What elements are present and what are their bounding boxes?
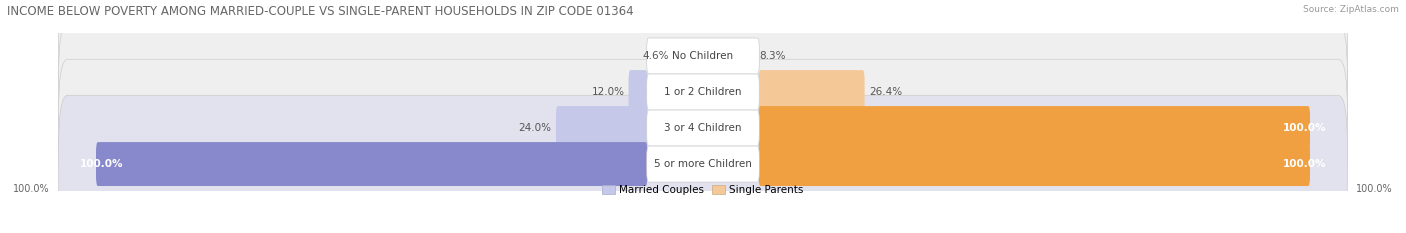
Text: 100.0%: 100.0% [80, 159, 124, 169]
FancyBboxPatch shape [759, 106, 1310, 150]
Text: INCOME BELOW POVERTY AMONG MARRIED-COUPLE VS SINGLE-PARENT HOUSEHOLDS IN ZIP COD: INCOME BELOW POVERTY AMONG MARRIED-COUPL… [7, 5, 634, 18]
Text: 24.0%: 24.0% [519, 123, 551, 133]
Text: No Children: No Children [672, 51, 734, 61]
Text: Source: ZipAtlas.com: Source: ZipAtlas.com [1303, 5, 1399, 14]
FancyBboxPatch shape [647, 74, 759, 110]
Text: 100.0%: 100.0% [1357, 184, 1393, 194]
Text: 8.3%: 8.3% [759, 51, 786, 61]
Text: 100.0%: 100.0% [1282, 159, 1326, 169]
FancyBboxPatch shape [759, 142, 1310, 186]
Text: 12.0%: 12.0% [592, 87, 624, 97]
FancyBboxPatch shape [628, 70, 647, 114]
Text: 5 or more Children: 5 or more Children [654, 159, 752, 169]
FancyBboxPatch shape [555, 106, 647, 150]
FancyBboxPatch shape [59, 23, 1347, 161]
FancyBboxPatch shape [647, 146, 759, 182]
Text: 100.0%: 100.0% [1282, 123, 1326, 133]
Text: 100.0%: 100.0% [13, 184, 49, 194]
Text: 26.4%: 26.4% [869, 87, 901, 97]
FancyBboxPatch shape [759, 70, 865, 114]
FancyBboxPatch shape [96, 142, 647, 186]
FancyBboxPatch shape [647, 38, 759, 74]
FancyBboxPatch shape [59, 0, 1347, 125]
Text: 3 or 4 Children: 3 or 4 Children [664, 123, 742, 133]
Legend: Married Couples, Single Parents: Married Couples, Single Parents [603, 185, 803, 195]
Text: 4.6%: 4.6% [643, 51, 669, 61]
FancyBboxPatch shape [647, 110, 759, 146]
FancyBboxPatch shape [59, 95, 1347, 233]
FancyBboxPatch shape [59, 59, 1347, 197]
Text: 1 or 2 Children: 1 or 2 Children [664, 87, 742, 97]
